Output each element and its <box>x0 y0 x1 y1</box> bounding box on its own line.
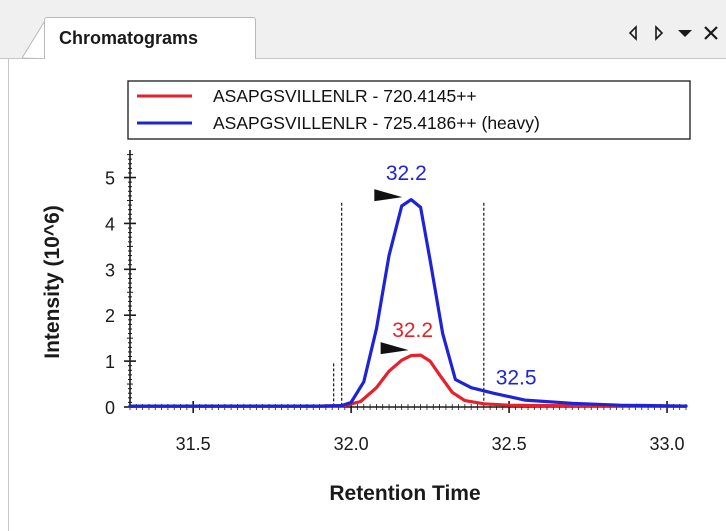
x-tick-label: 32.0 <box>334 434 369 454</box>
integration-bounds <box>333 202 485 407</box>
next-tab-icon[interactable] <box>650 23 668 43</box>
peak-label: 32.5 <box>496 366 537 389</box>
x-tick-label: 32.5 <box>492 434 527 454</box>
y-axis-title: Intensity (10^6) <box>41 205 64 358</box>
peak-label: 32.2 <box>392 319 433 342</box>
apex-marker <box>374 189 403 202</box>
peak-label: 32.2 <box>386 162 427 185</box>
y-tick-label: 4 <box>105 214 115 234</box>
legend: ASAPGSVILLENLR - 720.4145++ ASAPGSVILLEN… <box>127 80 691 140</box>
tab-strip: Chromatograms <box>0 0 726 59</box>
x-axis-title: Retention Time <box>329 482 480 505</box>
dropdown-icon[interactable] <box>676 23 694 43</box>
apex-marker <box>380 342 409 355</box>
tab-chromatograms[interactable]: Chromatograms <box>44 17 256 59</box>
tab-controls <box>624 22 720 44</box>
y-tick-label: 3 <box>105 260 115 280</box>
tab-chromatograms-label: Chromatograms <box>59 28 199 48</box>
series-lines <box>128 198 688 408</box>
prev-tab-icon[interactable] <box>624 23 642 43</box>
y-tick-label: 0 <box>105 398 115 418</box>
y-tick-label: 5 <box>105 169 115 189</box>
legend-entry-light: ASAPGSVILLENLR - 720.4145++ <box>213 86 477 106</box>
legend-entry-heavy: ASAPGSVILLENLR - 725.4186++ (heavy) <box>213 113 540 133</box>
y-tick-label: 1 <box>105 352 115 372</box>
x-tick-label: 33.0 <box>650 434 685 454</box>
peak-annotations: 32.2 32.2 32.5 <box>374 162 537 389</box>
series-line-0 <box>128 353 688 408</box>
panel-left-border <box>8 58 9 531</box>
x-tick-label: 31.5 <box>176 434 211 454</box>
y-tick-label: 2 <box>105 306 115 326</box>
close-icon[interactable] <box>702 23 720 43</box>
series-line-1 <box>128 198 688 408</box>
